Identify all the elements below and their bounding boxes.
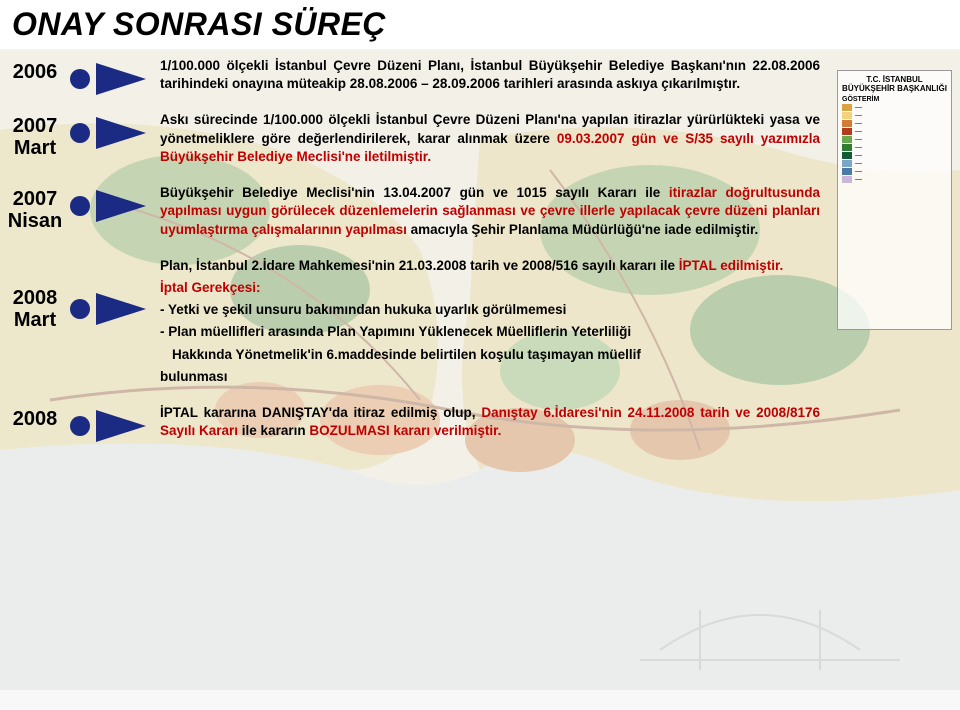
- year-label: 2008 Mart: [0, 257, 70, 331]
- year-label: 2008: [0, 404, 70, 430]
- timeline-marker: [70, 410, 146, 442]
- timeline-text: 1/100.000 ölçekli İstanbul Çevre Düzeni …: [160, 57, 960, 97]
- bullet: - Plan müellifleri arasında Plan Yapımın…: [160, 323, 820, 341]
- timeline: 2006 1/100.000 ölçekli İstanbul Çevre Dü…: [0, 49, 960, 445]
- text-part: amacıyla Şehir Planlama Müdürlüğü'ne iad…: [407, 222, 758, 237]
- timeline-row: 2008 Mart Plan, İstanbul 2.İdare Mahkeme…: [0, 257, 960, 390]
- timeline-marker: [70, 190, 146, 222]
- timeline-row: 2006 1/100.000 ölçekli İstanbul Çevre Dü…: [0, 57, 960, 97]
- timeline-row: 2007 Nisan Büyükşehir Belediye Meclisi'n…: [0, 184, 960, 243]
- timeline-text: Büyükşehir Belediye Meclisi'nin 13.04.20…: [160, 184, 960, 243]
- text-red: BOZULMASI kararı verilmiştir.: [309, 423, 501, 438]
- timeline-row: 2008 İPTAL kararına DANIŞTAY'da itiraz e…: [0, 404, 960, 444]
- page-title: ONAY SONRASI SÜREÇ: [12, 6, 948, 43]
- timeline-text: İPTAL kararına DANIŞTAY'da itiraz edilmi…: [160, 404, 960, 444]
- timeline-marker: [70, 117, 146, 149]
- text-red: İPTAL edilmiştir.: [679, 258, 784, 273]
- text-part: Büyükşehir Belediye Meclisi'nin 13.04.20…: [160, 185, 669, 200]
- bullet: - Yetki ve şekil unsuru bakımından hukuk…: [160, 301, 820, 319]
- timeline-text: Plan, İstanbul 2.İdare Mahkemesi'nin 21.…: [160, 257, 960, 390]
- timeline-marker: [70, 63, 146, 95]
- text-part: Plan, İstanbul 2.İdare Mahkemesi'nin 21.…: [160, 258, 679, 273]
- bullet: bulunması: [160, 368, 820, 386]
- text-part: İPTAL kararına DANIŞTAY'da itiraz edilmi…: [160, 405, 481, 420]
- year-label: 2007 Mart: [0, 111, 70, 159]
- iptal-gerekcesi-label: İptal Gerekçesi:: [160, 279, 820, 297]
- timeline-row: 2007 Mart Askı sürecinde 1/100.000 ölçek…: [0, 111, 960, 170]
- timeline-text: Askı sürecinde 1/100.000 ölçekli İstanbu…: [160, 111, 960, 170]
- page-header: ONAY SONRASI SÜREÇ: [0, 0, 960, 49]
- year-label: 2007 Nisan: [0, 184, 70, 232]
- bullet: Hakkında Yönetmelik'in 6.maddesinde beli…: [160, 346, 820, 364]
- footer-strip: [0, 690, 960, 710]
- text-part: ile kararın: [238, 423, 309, 438]
- timeline-marker: [70, 293, 146, 325]
- year-label: 2006: [0, 57, 70, 83]
